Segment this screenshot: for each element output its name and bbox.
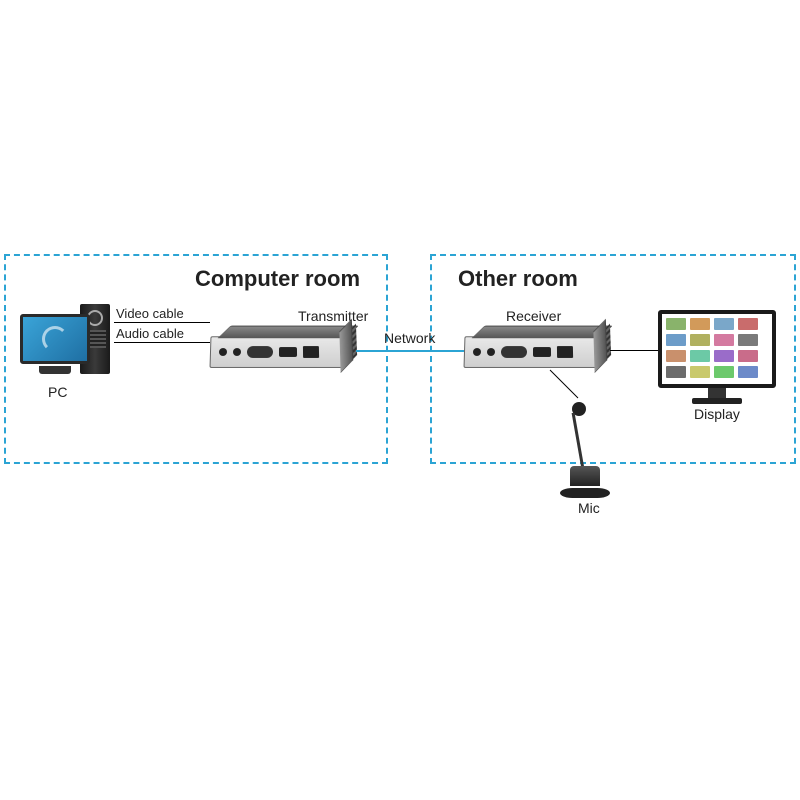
mic-label: Mic [578,500,600,516]
display-thumb [666,366,686,378]
display-thumb [714,350,734,362]
display-thumb [738,350,758,362]
audio-cable-label: Audio cable [116,326,184,341]
video-cable-label: Video cable [116,306,184,321]
receiver-display-line [610,350,660,351]
display-label: Display [694,406,740,422]
display-thumb [666,334,686,346]
transmitter-icon [210,336,343,368]
network-label: Network [384,330,435,346]
display-thumb [714,366,734,378]
display-thumb [738,334,758,346]
display-thumb [738,366,758,378]
display-icon [658,310,776,404]
other-room-title: Other room [458,266,578,292]
display-thumb [690,350,710,362]
display-thumb [714,318,734,330]
display-thumb [690,366,710,378]
video-cable-line [114,322,210,323]
receiver-icon [464,336,597,368]
display-thumb [666,350,686,362]
receiver-label: Receiver [506,308,561,324]
network-line [356,350,464,352]
display-thumb [738,318,758,330]
display-thumb [690,318,710,330]
audio-cable-line [114,342,210,343]
transmitter-label: Transmitter [298,308,368,324]
pc-icon [20,314,90,374]
computer-room-title: Computer room [195,266,360,292]
mic-icon [560,468,610,498]
display-thumb [714,334,734,346]
pc-label: PC [48,384,67,400]
display-thumb [690,334,710,346]
display-thumb [666,318,686,330]
